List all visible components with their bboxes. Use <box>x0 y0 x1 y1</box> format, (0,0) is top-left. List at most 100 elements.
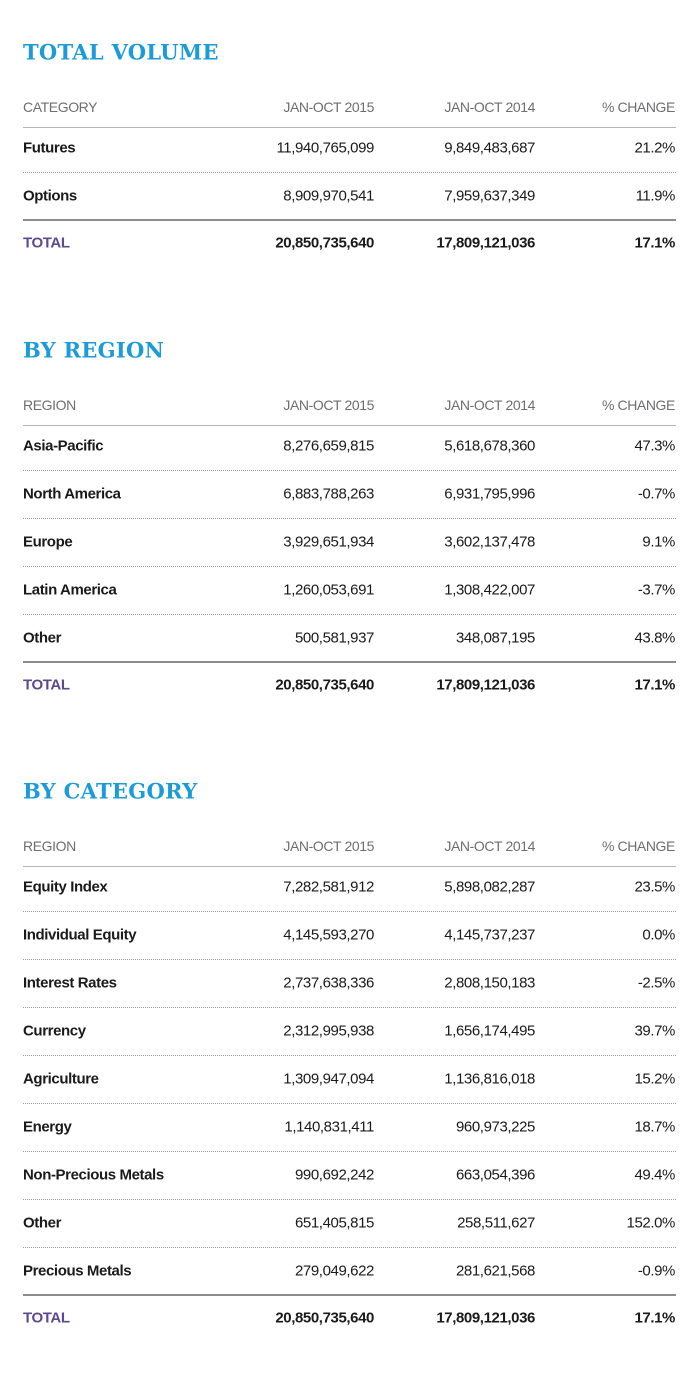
total-cell: 20,850,735,640 <box>275 234 374 252</box>
total-cell: 20,850,735,640 <box>275 676 374 694</box>
total-label: TOTAL <box>23 234 70 252</box>
total-rule <box>23 661 676 663</box>
total-cell: 17.1% <box>634 1309 675 1327</box>
row-label: Europe <box>23 533 73 551</box>
row-separator <box>23 1151 676 1152</box>
column-header: REGION <box>23 838 76 854</box>
row-label: Interest Rates <box>23 974 117 992</box>
cell: 7,282,581,912 <box>283 878 374 896</box>
cell: 43.8% <box>634 629 675 647</box>
column-header: % CHANGE <box>601 99 675 115</box>
row-label: Latin America <box>23 581 117 599</box>
header-rule <box>23 866 676 867</box>
cell: 5,898,082,287 <box>444 878 535 896</box>
cell: 2,312,995,938 <box>283 1022 374 1040</box>
row-separator <box>23 566 676 567</box>
row-separator <box>23 470 676 471</box>
cell: 8,276,659,815 <box>283 437 374 455</box>
row-label: Futures <box>23 139 76 157</box>
cell: 11,940,765,099 <box>276 139 374 157</box>
column-header: REGION <box>23 397 76 413</box>
row-separator <box>23 1103 676 1104</box>
total-cell: 17.1% <box>634 234 675 252</box>
cell: 18.7% <box>634 1118 675 1136</box>
column-header: JAN-OCT 2014 <box>444 397 535 413</box>
column-header: JAN-OCT 2014 <box>444 838 535 854</box>
cell: 1,309,947,094 <box>283 1070 374 1088</box>
total-rule <box>23 1294 676 1296</box>
cell: -0.7% <box>637 485 676 503</box>
cell: 4,145,737,237 <box>444 926 535 944</box>
total-cell: 17,809,121,036 <box>436 1309 535 1327</box>
cell: 279,049,622 <box>294 1262 374 1280</box>
total-cell: 20,850,735,640 <box>275 1309 374 1327</box>
total-label: TOTAL <box>23 1309 70 1327</box>
cell: 1,260,053,691 <box>283 581 374 599</box>
row-label: Non-Precious Metals <box>23 1166 164 1184</box>
total-cell: 17,809,121,036 <box>436 234 535 252</box>
cell: 9.1% <box>642 533 675 551</box>
row-label: North America <box>23 485 121 503</box>
total-cell: 17,809,121,036 <box>436 676 535 694</box>
row-separator <box>23 1007 676 1008</box>
cell: 2,737,638,336 <box>283 974 374 992</box>
column-header: JAN-OCT 2015 <box>283 397 374 413</box>
column-header: CATEGORY <box>23 99 98 115</box>
row-label: Precious Metals <box>23 1262 132 1280</box>
row-label: Equity Index <box>23 878 108 896</box>
cell: 23.5% <box>634 878 675 896</box>
cell: 39.7% <box>634 1022 675 1040</box>
row-separator <box>23 959 676 960</box>
row-separator <box>23 518 676 519</box>
cell: 1,136,816,018 <box>444 1070 535 1088</box>
cell: 1,308,422,007 <box>444 581 535 599</box>
cell: 500,581,937 <box>294 629 374 647</box>
header-rule <box>23 425 676 426</box>
cell: 47.3% <box>634 437 675 455</box>
row-separator <box>23 1055 676 1056</box>
row-label: Other <box>23 629 62 647</box>
cell: 3,929,651,934 <box>283 533 374 551</box>
row-separator <box>23 614 676 615</box>
cell: -0.9% <box>637 1262 676 1280</box>
cell: 281,621,568 <box>455 1262 535 1280</box>
cell: 651,405,815 <box>294 1214 374 1232</box>
column-header: % CHANGE <box>601 397 675 413</box>
cell: 9,849,483,687 <box>444 139 535 157</box>
row-separator <box>23 1199 676 1200</box>
cell: 258,511,627 <box>457 1214 535 1232</box>
cell: 990,692,242 <box>294 1166 374 1184</box>
cell: 8,909,970,541 <box>283 187 374 205</box>
cell: 0.0% <box>642 926 675 944</box>
column-header: JAN-OCT 2015 <box>283 838 374 854</box>
cell: 5,618,678,360 <box>444 437 535 455</box>
row-label: Currency <box>23 1022 86 1040</box>
total-cell: 17.1% <box>634 676 675 694</box>
cell: 663,054,396 <box>455 1166 535 1184</box>
cell: 3,602,137,478 <box>444 533 535 551</box>
row-separator <box>23 1247 676 1248</box>
cell: 1,140,831,411 <box>284 1118 374 1136</box>
row-label: Other <box>23 1214 62 1232</box>
cell: -2.5% <box>637 974 676 992</box>
cell: 2,808,150,183 <box>444 974 535 992</box>
cell: 49.4% <box>634 1166 675 1184</box>
total-rule <box>23 219 676 221</box>
row-label: Energy <box>23 1118 72 1136</box>
column-header: JAN-OCT 2014 <box>444 99 535 115</box>
total-label: TOTAL <box>23 676 70 694</box>
row-label: Agriculture <box>23 1070 99 1088</box>
cell: 6,883,788,263 <box>283 485 374 503</box>
cell: 348,087,195 <box>455 629 535 647</box>
cell: 4,145,593,270 <box>283 926 374 944</box>
cell: 15.2% <box>634 1070 675 1088</box>
cell: 152.0% <box>626 1214 676 1232</box>
row-label: Individual Equity <box>23 926 137 944</box>
row-label: Options <box>23 187 77 205</box>
cell: 21.2% <box>634 139 675 157</box>
column-header: JAN-OCT 2015 <box>283 99 374 115</box>
section-title: BY CATEGORY <box>23 778 198 804</box>
column-header: % CHANGE <box>601 838 675 854</box>
cell: 6,931,795,996 <box>444 485 535 503</box>
